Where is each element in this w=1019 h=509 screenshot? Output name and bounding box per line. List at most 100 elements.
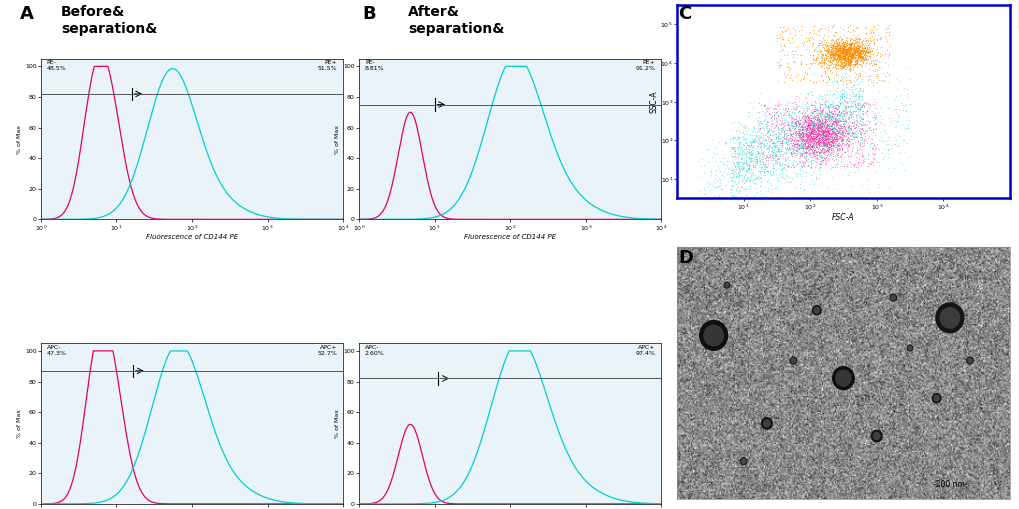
Point xyxy=(842,57,858,65)
Point xyxy=(835,122,851,130)
Point xyxy=(791,89,807,97)
Point xyxy=(850,52,866,60)
Point xyxy=(851,43,867,51)
Point xyxy=(818,134,835,142)
Point xyxy=(890,111,906,120)
Point xyxy=(804,142,820,150)
Point xyxy=(843,119,859,127)
Point xyxy=(864,161,880,169)
Point xyxy=(824,55,841,64)
Point xyxy=(815,68,832,76)
Point xyxy=(762,156,779,164)
Point xyxy=(796,194,812,202)
Point xyxy=(744,169,760,178)
Point xyxy=(837,50,853,59)
Text: APC+
97.4%: APC+ 97.4% xyxy=(635,345,655,356)
Point xyxy=(736,177,752,185)
Point xyxy=(780,103,796,111)
Point xyxy=(852,47,868,55)
Point xyxy=(841,59,857,67)
Point xyxy=(889,117,905,125)
Point xyxy=(829,50,846,58)
Point xyxy=(731,167,747,176)
Point xyxy=(833,52,849,60)
Point xyxy=(818,115,835,123)
Point xyxy=(710,182,727,190)
Point xyxy=(818,138,835,146)
Point xyxy=(805,139,821,147)
Point xyxy=(729,162,745,170)
Point xyxy=(840,123,856,131)
Point xyxy=(835,119,851,127)
Point xyxy=(761,153,777,161)
Point xyxy=(731,161,747,169)
Point xyxy=(840,45,856,53)
Point xyxy=(815,98,832,106)
Point xyxy=(854,124,870,132)
Point xyxy=(791,148,807,156)
Point xyxy=(822,113,839,121)
Point xyxy=(853,47,869,55)
Point xyxy=(854,126,870,134)
Point xyxy=(857,48,873,56)
Point xyxy=(788,147,804,155)
Point xyxy=(826,115,843,123)
Point xyxy=(825,127,842,135)
Point xyxy=(781,125,797,133)
Point xyxy=(801,130,817,138)
Point xyxy=(827,127,844,135)
Point xyxy=(802,160,818,168)
Point xyxy=(751,133,767,141)
Point xyxy=(898,113,914,121)
Point xyxy=(789,70,805,78)
Point xyxy=(822,41,839,49)
Point xyxy=(756,164,772,173)
Point xyxy=(796,141,812,149)
Point xyxy=(837,106,853,115)
Point xyxy=(842,56,858,64)
Point xyxy=(741,175,757,183)
Point xyxy=(811,92,827,100)
Point xyxy=(827,103,844,111)
Point xyxy=(857,109,873,117)
Point xyxy=(823,125,840,133)
Point xyxy=(813,133,829,142)
Point xyxy=(804,113,820,121)
Point xyxy=(833,55,849,63)
Point xyxy=(795,147,811,155)
Point xyxy=(765,146,782,154)
Point xyxy=(793,151,809,159)
Point xyxy=(850,93,866,101)
Point xyxy=(711,167,728,175)
Point xyxy=(862,158,878,166)
Point xyxy=(852,93,868,101)
Point xyxy=(851,144,867,152)
Point xyxy=(850,48,866,56)
Point xyxy=(851,103,867,111)
Point xyxy=(743,198,759,206)
Point xyxy=(877,28,894,36)
Point xyxy=(805,114,821,122)
Point xyxy=(841,56,857,65)
Point xyxy=(777,136,794,144)
Point xyxy=(853,162,869,170)
Point xyxy=(837,115,853,123)
Point xyxy=(827,131,844,139)
Point xyxy=(809,116,825,124)
Point xyxy=(852,49,868,57)
Point xyxy=(835,110,851,119)
Point xyxy=(841,41,857,49)
Point xyxy=(852,48,868,56)
Point xyxy=(842,129,858,137)
Point xyxy=(802,121,818,129)
Point xyxy=(746,162,762,171)
Point xyxy=(773,35,790,43)
Point xyxy=(752,190,768,198)
Point xyxy=(832,92,848,100)
Point xyxy=(838,97,854,105)
Point xyxy=(842,56,858,64)
Point xyxy=(805,122,821,130)
Point xyxy=(803,136,819,144)
Point xyxy=(771,136,788,145)
Point xyxy=(785,114,801,122)
